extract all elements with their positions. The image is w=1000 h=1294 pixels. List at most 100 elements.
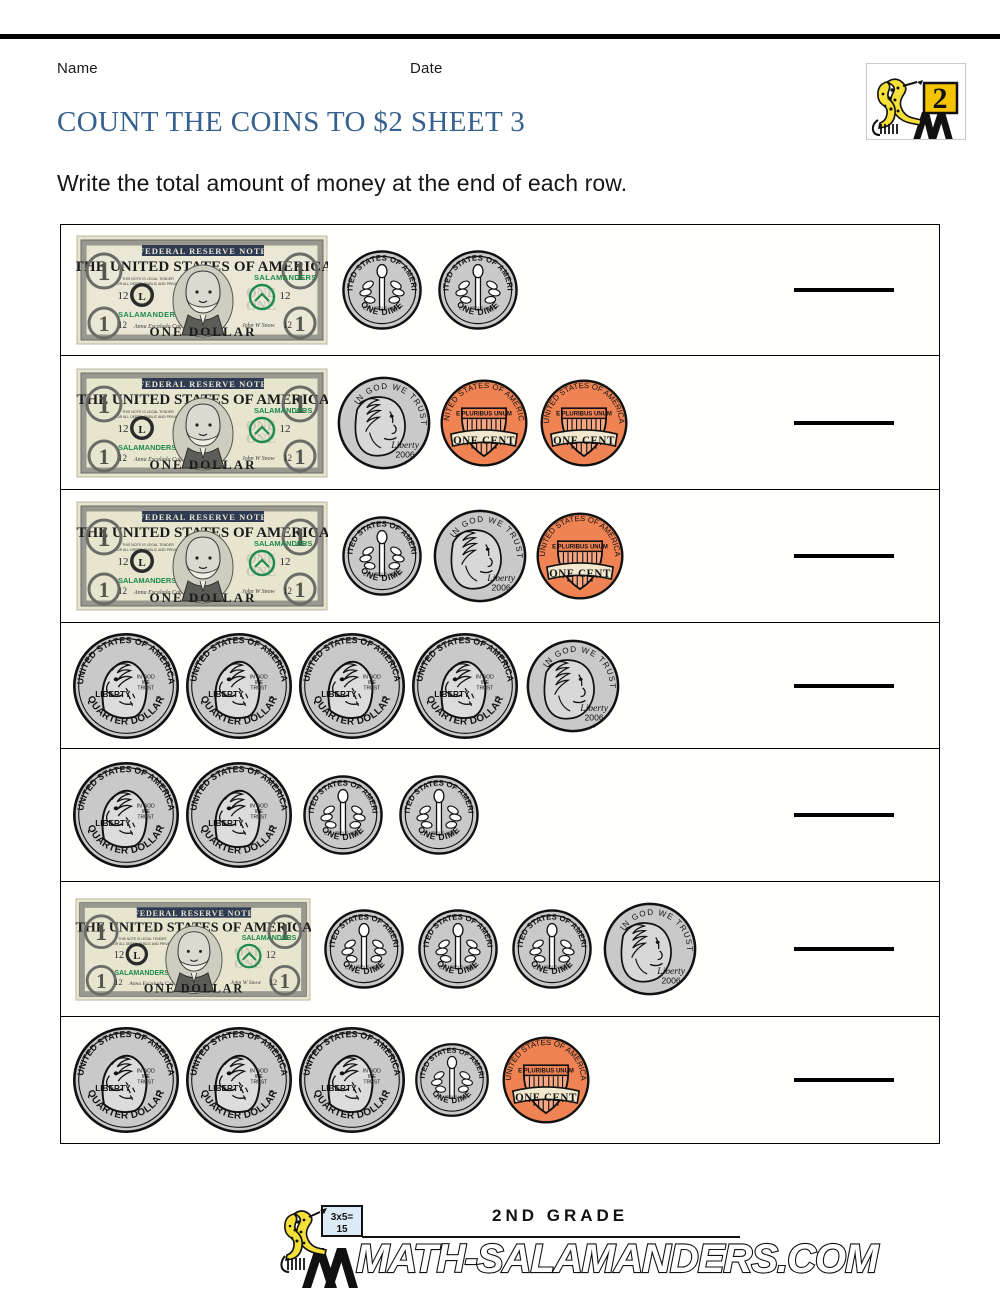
- svg-text:ONE CENT: ONE CENT: [515, 1092, 577, 1104]
- answer-slot[interactable]: [749, 288, 939, 292]
- svg-text:TRUST: TRUST: [137, 1079, 154, 1085]
- svg-text:FEDERAL RESERVE NOTE: FEDERAL RESERVE NOTE: [134, 908, 254, 917]
- penny-slot: UNITED STATES OF AMERICA E PLURIBUS UNUM…: [496, 1034, 596, 1126]
- svg-text:12: 12: [117, 423, 128, 435]
- svg-text:IN GOD: IN GOD: [475, 674, 493, 680]
- svg-text:12: 12: [279, 290, 290, 302]
- svg-text:E PLURIBUS UNUM: E PLURIBUS UNUM: [552, 545, 608, 551]
- row-money-group: FEDERAL RESERVE NOTE THE UNITED STATES O…: [69, 501, 749, 611]
- one-dollar-bill: FEDERAL RESERVE NOTE THE UNITED STATES O…: [75, 897, 311, 1001]
- svg-text:1: 1: [293, 257, 306, 286]
- dime-coin: UNITED STATES OF AMERICA E PLURIBUS UNUM: [323, 908, 404, 989]
- svg-text:ONE DOLLAR: ONE DOLLAR: [149, 324, 256, 339]
- svg-text:2006: 2006: [585, 712, 604, 722]
- dime-coin: UNITED STATES OF AMERICA E PLURIBUS UNUM: [511, 908, 592, 989]
- table-row: FEDERAL RESERVE NOTE THE UNITED STATES O…: [61, 882, 939, 1017]
- svg-text:12: 12: [118, 453, 127, 463]
- svg-text:TRUST: TRUST: [137, 814, 154, 820]
- svg-text:ONE DOLLAR: ONE DOLLAR: [144, 981, 244, 995]
- answer-line[interactable]: [794, 1078, 894, 1082]
- svg-text:SALAMANDERS: SALAMANDERS: [254, 273, 317, 282]
- svg-text:S: S: [155, 824, 159, 830]
- svg-text:THIS NOTE IS LEGAL TENDER: THIS NOTE IS LEGAL TENDER: [122, 277, 174, 281]
- answer-slot[interactable]: [749, 1078, 939, 1082]
- answer-line[interactable]: [794, 288, 894, 292]
- svg-text:S: S: [155, 695, 159, 701]
- svg-text:1: 1: [97, 523, 110, 552]
- penny-coin: UNITED STATES OF AMERICA E PLURIBUS UNUM…: [536, 512, 624, 600]
- table-row: FEDERAL RESERVE NOTE THE UNITED STATES O…: [61, 356, 939, 490]
- footer-site-name: MATH-SALAMANDERS.COM: [355, 1236, 880, 1282]
- answer-line[interactable]: [794, 554, 894, 558]
- svg-text:1: 1: [95, 919, 107, 946]
- answer-slot[interactable]: [749, 554, 939, 558]
- answer-line[interactable]: [794, 683, 894, 688]
- row-money-group: FEDERAL RESERVE NOTE THE UNITED STATES O…: [69, 368, 749, 478]
- quarter-slot: UNITED STATES OF AMERICA IN GOD WE TRUST…: [69, 1025, 182, 1135]
- svg-text:LIBERTY: LIBERTY: [95, 819, 131, 828]
- top-rule: [0, 34, 1000, 39]
- dime-coin: UNITED STATES OF AMERICA E PLURIBUS UNUM: [414, 1042, 489, 1117]
- svg-text:1: 1: [280, 970, 290, 992]
- answer-slot[interactable]: [749, 947, 939, 951]
- svg-text:WE: WE: [141, 1074, 150, 1080]
- svg-text:1: 1: [279, 919, 291, 946]
- dime-slot: UNITED STATES OF AMERICA E PLURIBUS UNUM: [391, 774, 487, 856]
- one-dollar-bill: FEDERAL RESERVE NOTE THE UNITED STATES O…: [76, 368, 328, 477]
- svg-text:1: 1: [294, 577, 305, 602]
- svg-text:12: 12: [279, 556, 290, 568]
- svg-text:TRUST: TRUST: [476, 685, 493, 691]
- page-title: COUNT THE COINS TO $2 SHEET 3: [57, 106, 526, 138]
- dime-coin: UNITED STATES OF AMERICA E PLURIBUS UNUM: [437, 249, 518, 330]
- svg-text:TRUST: TRUST: [363, 1079, 380, 1085]
- nickel-slot: IN GOD WE TRUST Liberty 2006 S: [521, 638, 625, 734]
- answer-line[interactable]: [794, 947, 894, 951]
- svg-text:Anna Escalada Cabal: Anna Escalada Cabal: [128, 981, 179, 987]
- svg-text:S: S: [593, 723, 596, 729]
- svg-text:John W Snow: John W Snow: [242, 323, 275, 329]
- answer-slot[interactable]: [749, 683, 939, 688]
- quarter-coin: UNITED STATES OF AMERICA IN GOD WE TRUST…: [185, 1026, 292, 1134]
- svg-text:ONE: ONE: [245, 299, 275, 314]
- svg-text:ONE CENT: ONE CENT: [553, 435, 615, 447]
- penny-coin: UNITED STATES OF AMERICA E PLURIBUS UNUM…: [438, 377, 528, 467]
- answer-line[interactable]: [794, 420, 894, 425]
- table-row: UNITED STATES OF AMERICA IN GOD WE TRUST: [61, 623, 939, 749]
- quarter-slot: UNITED STATES OF AMERICA IN GOD WE TRUST…: [182, 631, 295, 741]
- svg-text:LIBERTY: LIBERTY: [208, 819, 244, 828]
- quarter-slot: UNITED STATES OF AMERICA IN GOD WE TRUST…: [295, 631, 408, 741]
- name-label: Name: [57, 60, 98, 77]
- svg-text:Liberty: Liberty: [390, 439, 419, 450]
- answer-slot[interactable]: [749, 813, 939, 817]
- svg-text:IN GOD: IN GOD: [362, 674, 380, 680]
- answer-slot[interactable]: [749, 420, 939, 425]
- svg-text:Anna Escalada Cabal: Anna Escalada Cabal: [133, 324, 187, 330]
- svg-text:Liberty: Liberty: [579, 702, 608, 713]
- svg-text:FOR ALL DEBTS, PUBLIC AND PRIV: FOR ALL DEBTS, PUBLIC AND PRIVATE: [114, 548, 181, 552]
- svg-text:1: 1: [96, 970, 106, 992]
- answer-line[interactable]: [794, 813, 894, 817]
- svg-text:E PLURIBUS UNUM: E PLURIBUS UNUM: [439, 965, 477, 970]
- salamander-footer-logo: 3x5= 15: [280, 1205, 363, 1288]
- bill-slot: FEDERAL RESERVE NOTE THE UNITED STATES O…: [69, 235, 334, 345]
- svg-text:E PLURIBUS UNUM: E PLURIBUS UNUM: [363, 306, 401, 311]
- svg-text:FOR ALL DEBTS, PUBLIC AND PRIV: FOR ALL DEBTS, PUBLIC AND PRIVATE: [114, 415, 181, 419]
- svg-text:WE: WE: [254, 809, 263, 815]
- svg-text:L: L: [138, 424, 145, 436]
- chalkboard-text-2: 15: [336, 1224, 348, 1235]
- svg-text:SALAMANDERS: SALAMANDERS: [118, 443, 176, 452]
- svg-text:THIS NOTE IS LEGAL TENDER: THIS NOTE IS LEGAL TENDER: [122, 410, 174, 414]
- svg-text:John W Snow: John W Snow: [242, 589, 275, 595]
- logo-number: 2: [933, 82, 948, 115]
- row-money-group: UNITED STATES OF AMERICA IN GOD WE TRUST…: [69, 760, 749, 870]
- dime-slot: UNITED STATES OF AMERICA E PLURIBUS UNUM: [411, 908, 505, 990]
- one-dollar-bill: FEDERAL RESERVE NOTE THE UNITED STATES O…: [76, 501, 328, 611]
- svg-text:SALAMANDERS: SALAMANDERS: [114, 969, 169, 976]
- svg-text:E PLURIBUS UNUM: E PLURIBUS UNUM: [556, 411, 612, 417]
- svg-text:TRUST: TRUST: [137, 685, 154, 691]
- svg-text:John W Snow: John W Snow: [230, 980, 261, 986]
- footer-grade: 2ND GRADE: [492, 1206, 629, 1225]
- quarter-coin: UNITED STATES OF AMERICA IN GOD WE TRUST…: [72, 1026, 179, 1134]
- svg-text:12: 12: [283, 320, 292, 330]
- svg-text:12: 12: [118, 320, 127, 330]
